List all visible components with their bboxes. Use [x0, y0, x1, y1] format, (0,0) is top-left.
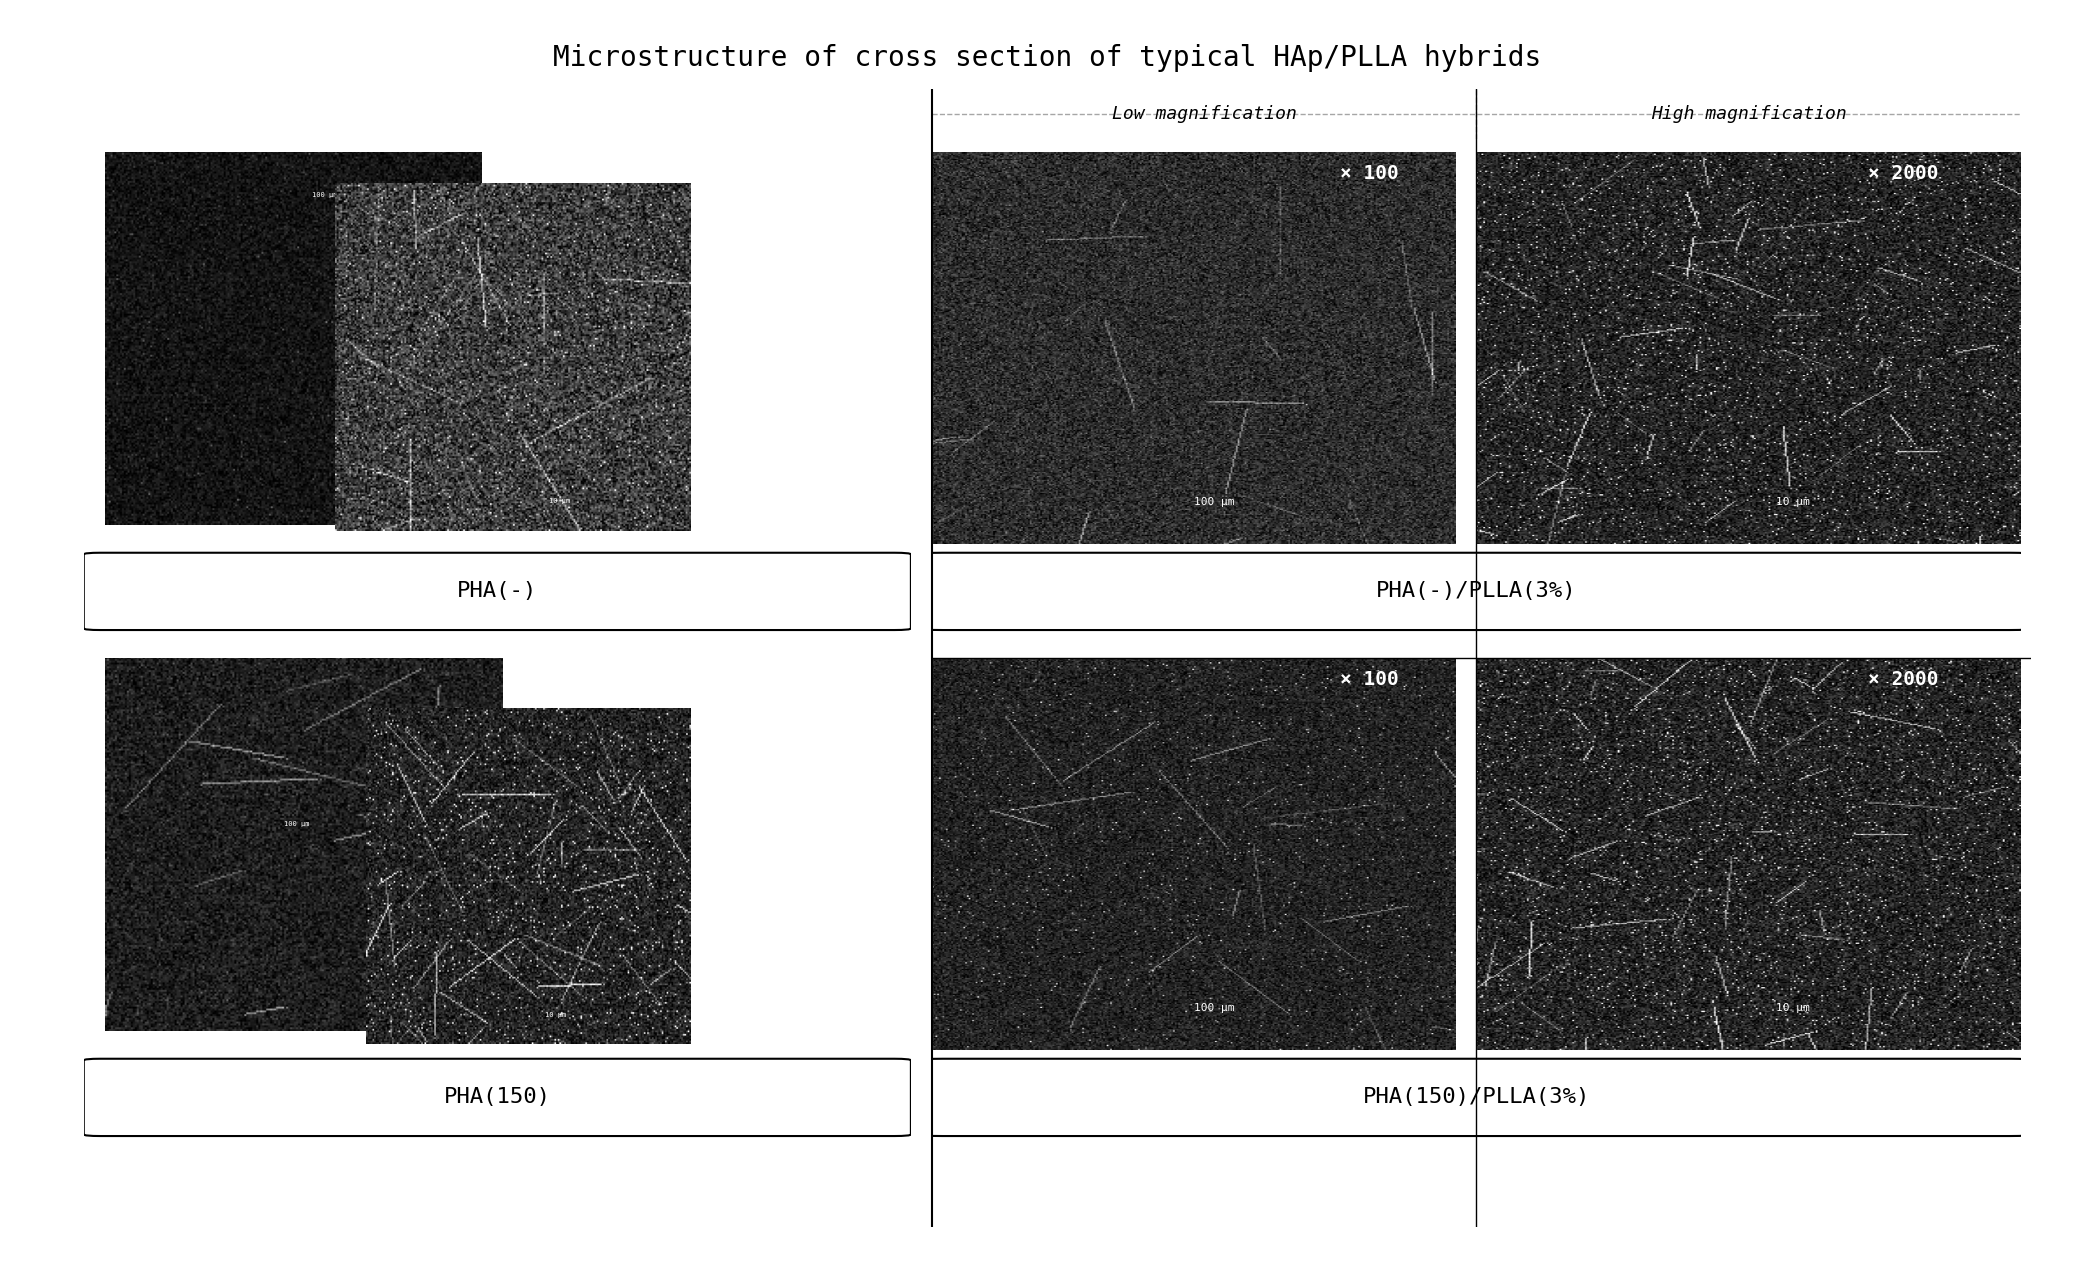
FancyBboxPatch shape	[84, 1059, 911, 1136]
Text: × 100: × 100	[1340, 164, 1399, 183]
Text: Low magnification: Low magnification	[1112, 105, 1296, 123]
Text: 10 μm: 10 μm	[1776, 1003, 1809, 1013]
Text: 100 μm: 100 μm	[312, 191, 337, 197]
Text: Microstructure of cross section of typical HAp/PLLA hybrids: Microstructure of cross section of typic…	[553, 44, 1541, 72]
FancyBboxPatch shape	[921, 553, 2031, 630]
Text: PHA(-)/PLLA(3%): PHA(-)/PLLA(3%)	[1376, 582, 1577, 601]
Text: PHA(150): PHA(150)	[444, 1088, 551, 1107]
Text: 10 μm: 10 μm	[1776, 497, 1809, 507]
Text: PHA(150)/PLLA(3%): PHA(150)/PLLA(3%)	[1363, 1088, 1589, 1107]
FancyBboxPatch shape	[84, 553, 911, 630]
Text: High magnification: High magnification	[1650, 105, 1847, 123]
Text: × 100: × 100	[1340, 670, 1399, 689]
Text: PHA(-): PHA(-)	[456, 582, 538, 601]
Text: 10 μm: 10 μm	[549, 498, 570, 505]
Text: 100 μm: 100 μm	[1194, 497, 1233, 507]
Text: 100 μm: 100 μm	[1194, 1003, 1233, 1013]
Text: × 2000: × 2000	[1868, 670, 1939, 689]
Text: 10 μm: 10 μm	[544, 1012, 565, 1018]
FancyBboxPatch shape	[921, 1059, 2031, 1136]
Text: × 2000: × 2000	[1868, 164, 1939, 183]
Text: 100 μm: 100 μm	[285, 821, 310, 827]
